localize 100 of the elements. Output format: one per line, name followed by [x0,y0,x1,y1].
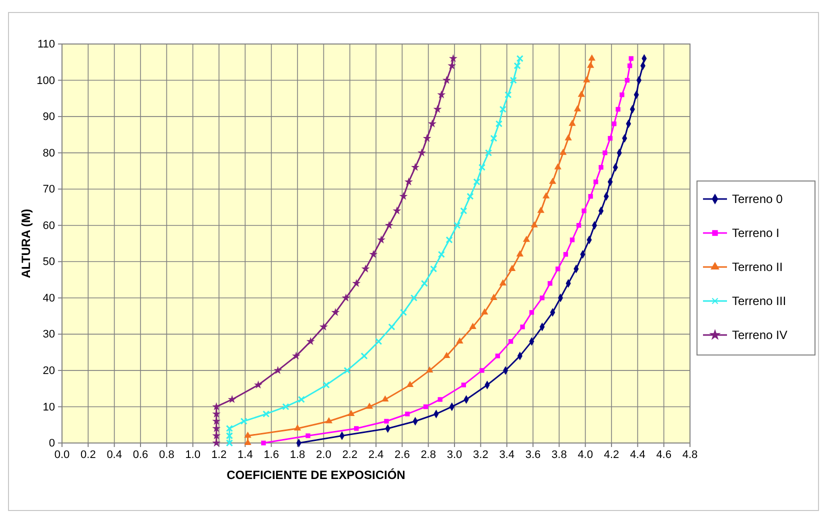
point [382,395,389,402]
x-tick-label: 3.0 [446,448,462,461]
point [495,120,503,128]
point [529,310,534,315]
y-axis-title: ALTURA (M) [19,208,33,278]
legend-label: Terreno I [732,226,780,240]
point [433,104,442,113]
y-tick-label: 10 [42,401,55,414]
point [344,366,351,374]
x-tick-label: 1.0 [185,448,200,461]
legend-label: Terreno IV [732,328,788,342]
point [587,62,594,68]
x-tick-label: 4.8 [682,448,698,461]
point [627,63,632,68]
point [499,106,506,113]
point [282,403,290,410]
x-tick-label: 2.4 [368,448,384,461]
x-tick-label: 4.6 [656,448,672,461]
point [306,337,315,346]
point [228,395,236,404]
point [473,178,480,186]
point [443,352,450,358]
point [570,238,575,242]
x-tick-label: 0.6 [132,448,148,461]
x-tick-label: 2.6 [394,448,410,461]
point [578,90,585,97]
point [598,164,604,170]
x-tick-label: 1.4 [238,448,253,461]
point [319,322,328,331]
point [554,163,562,170]
x-tick-label: 3.2 [473,448,488,461]
point [342,293,350,302]
legend-label: Terreno 0 [732,192,784,206]
x-tick-label: 1.6 [264,448,279,461]
point [244,432,252,438]
x-tick-label: 2.0 [316,448,332,461]
point [481,308,488,314]
point [384,220,394,229]
point [437,90,446,98]
point [608,136,613,141]
legend-label: Terreno III [732,294,786,308]
point [331,308,340,316]
y-tick-label: 0 [48,438,55,450]
point [325,417,332,424]
x-tick-label: 4.4 [630,448,646,461]
point [490,134,498,142]
point [568,120,576,126]
point [537,206,544,213]
point [418,148,426,156]
point [361,264,370,272]
x-tick-label: 4.0 [578,448,593,461]
point [292,352,300,360]
point [438,250,445,258]
point [274,366,282,374]
y-tick-label: 100 [36,74,55,87]
point [456,337,464,344]
point [388,323,396,330]
legend-label: Terreno II [732,260,783,274]
point [624,78,630,83]
point [430,265,438,272]
point [423,404,428,410]
point [508,264,516,271]
point [582,208,586,214]
point [294,424,302,431]
x-tick-label: 2.2 [342,448,358,461]
point [530,221,538,228]
point [628,56,634,61]
point [549,178,556,184]
x-axis-title: COEFICIENTE DE EXPOSICIÓN [226,468,406,482]
point [612,121,616,126]
point [298,396,305,404]
point [410,294,418,302]
point [563,252,568,257]
point [377,235,386,244]
point [576,223,582,228]
x-tick-label: 3.4 [499,448,514,461]
point [262,410,270,418]
x-tick-label: 4.2 [604,448,620,461]
point [522,236,530,242]
point [469,322,476,329]
point [504,91,512,98]
point [514,62,521,70]
point [556,266,560,272]
point [593,179,598,184]
y-tick-label: 40 [42,292,55,304]
x-tick-label: 0.0 [54,448,70,461]
x-tick-label: 0.8 [159,448,174,461]
point [261,440,266,446]
point [369,250,378,258]
point [428,119,436,128]
point [438,397,442,402]
point [240,418,248,425]
point [564,134,572,140]
point [411,162,420,171]
point [322,381,330,388]
y-tick-label: 90 [42,111,55,124]
point [226,439,234,447]
point [442,76,451,84]
x-tick-label: 0.4 [106,448,122,461]
point [542,192,550,198]
